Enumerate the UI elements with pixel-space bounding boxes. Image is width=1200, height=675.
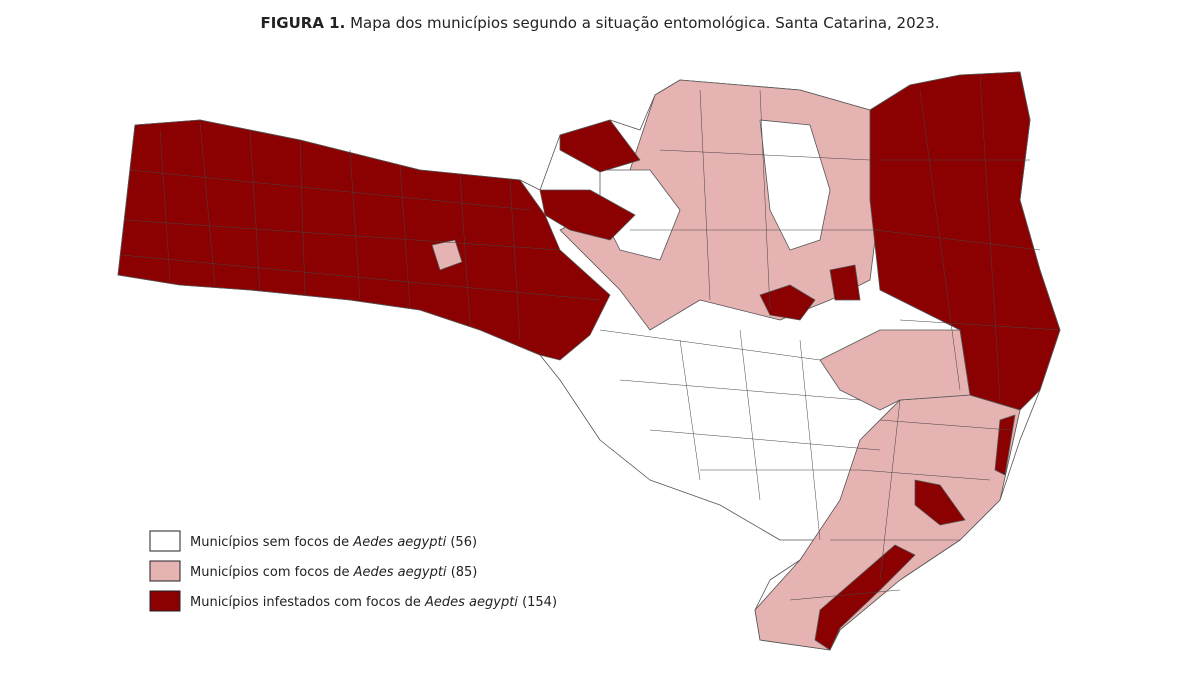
state-map <box>117 71 1061 651</box>
legend-text: Municípios com focos de <box>190 565 349 580</box>
figure-title: FIGURA 1. Mapa dos municípios segundo a … <box>260 14 939 32</box>
figure-label: FIGURA 1. <box>260 14 345 32</box>
legend-count: (85) <box>451 565 478 580</box>
region-infested-south-coast <box>814 544 916 651</box>
enclave-with-foci <box>431 239 463 271</box>
region-infested-west <box>117 119 611 361</box>
region-infested-northwest <box>559 119 641 173</box>
legend-species: Aedes aegypti <box>353 565 447 580</box>
legend-swatch <box>149 560 181 582</box>
legend-count: (154) <box>522 595 557 610</box>
legend-count: (56) <box>450 535 477 550</box>
legend-swatch <box>149 530 181 552</box>
legend-species: Aedes aegypti <box>352 535 446 550</box>
legend-entry: Municípios sem focos de Aedes aegypti (5… <box>190 535 477 550</box>
region-infested-south <box>914 479 966 526</box>
legend: Municípios sem focos de Aedes aegypti (5… <box>149 530 557 612</box>
legend-entry: Municípios infestados com focos de Aedes… <box>190 595 557 610</box>
region-no-foci-north <box>759 119 831 251</box>
figure-caption: Mapa dos municípios segundo a situação e… <box>350 14 939 32</box>
region-with-foci-southeast <box>754 394 1021 651</box>
legend-text: Municípios sem focos de <box>190 535 349 550</box>
region-infested-border <box>539 189 636 241</box>
region-infested-central-2 <box>829 264 861 301</box>
legend-entry: Municípios com focos de Aedes aegypti (8… <box>190 565 477 580</box>
municipal-borders <box>121 74 1061 601</box>
region-with-foci-central <box>819 329 971 411</box>
legend-species: Aedes aegypti <box>424 595 518 610</box>
legend-swatch <box>149 590 181 612</box>
region-infested-central <box>759 284 816 321</box>
legend-text: Municípios infestados com focos de <box>190 595 421 610</box>
